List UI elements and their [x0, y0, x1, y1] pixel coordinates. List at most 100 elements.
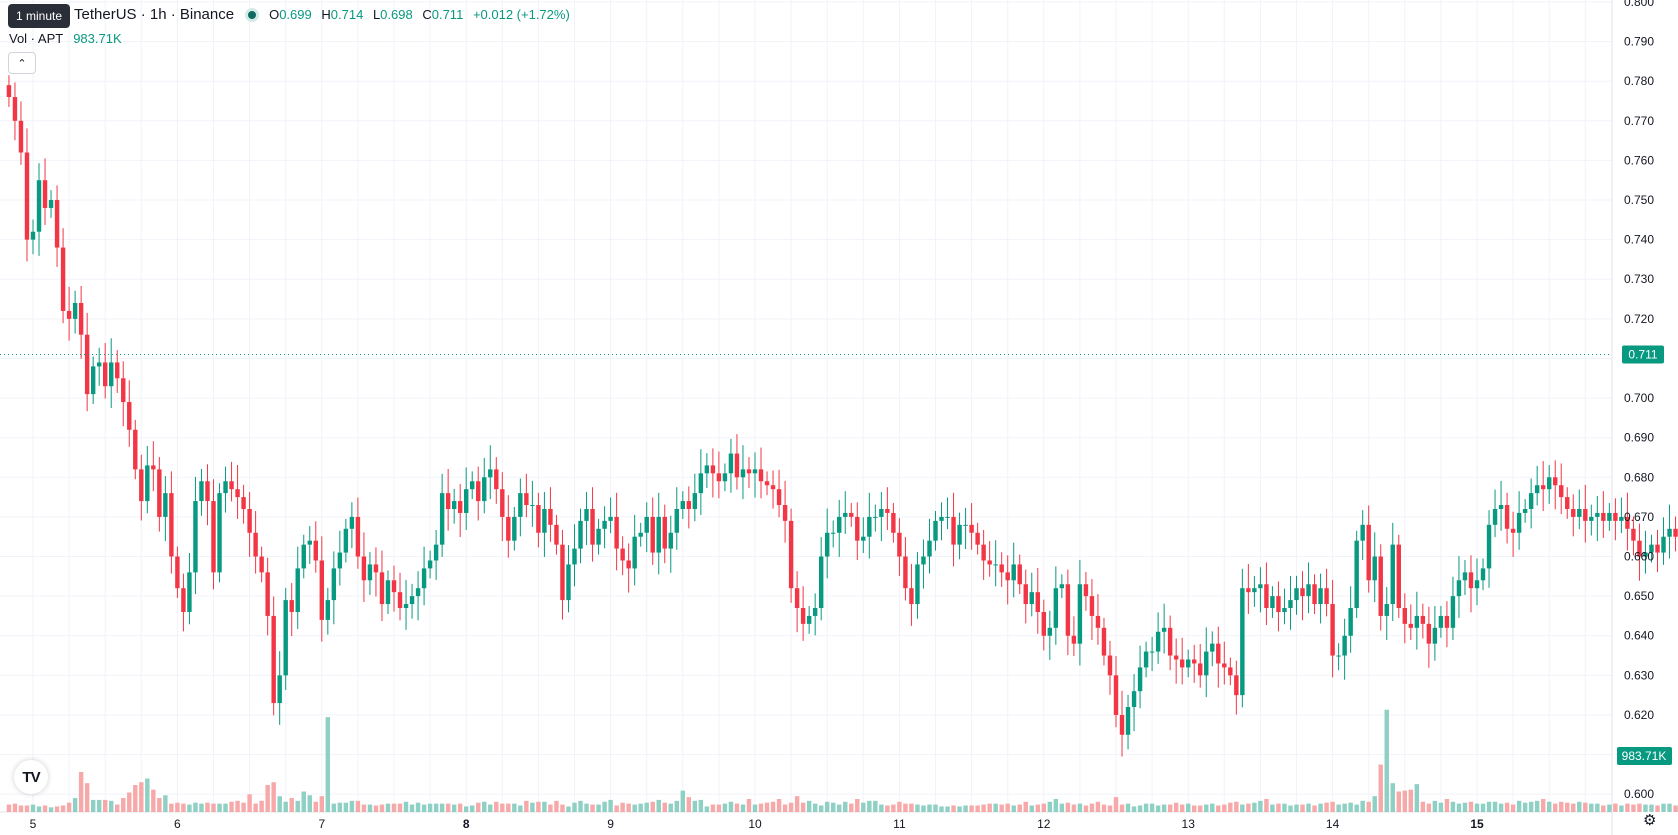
candle-body [247, 508, 252, 533]
candle [90, 356, 96, 405]
candle-body [1318, 588, 1323, 605]
volume-bar [72, 798, 78, 812]
candle [1179, 637, 1185, 685]
candle-body [518, 493, 523, 517]
volume-bar [421, 804, 427, 812]
candle-body [1625, 516, 1630, 529]
candle-body [6, 85, 12, 98]
candle [42, 158, 48, 225]
volume-bar [433, 803, 439, 812]
volume-bar [500, 803, 505, 812]
candle [349, 502, 355, 549]
volume-bar [722, 803, 728, 812]
candle-body [1589, 516, 1594, 521]
candle [277, 651, 282, 725]
candle [217, 483, 222, 583]
candle-body [1643, 552, 1648, 557]
candle-body [1607, 512, 1612, 521]
volume-bar [758, 803, 764, 812]
volume-bar [1522, 802, 1528, 812]
candle [1486, 510, 1492, 588]
volume-bar [139, 782, 144, 812]
candle [999, 552, 1004, 588]
volume-bar [30, 804, 36, 812]
candle-body [463, 489, 469, 513]
candle-body [536, 505, 541, 533]
candle-body [758, 469, 764, 482]
symbol-title[interactable]: TetherUS · 1h · Binance [74, 6, 235, 23]
candle-body [1498, 505, 1504, 509]
volume-bar [1553, 803, 1558, 812]
volume-bar [367, 804, 373, 812]
candle-body [638, 532, 643, 537]
candle-body [349, 516, 355, 529]
candle [800, 586, 806, 641]
volume-bar [463, 806, 469, 812]
candle [927, 518, 932, 574]
candle-body [1155, 631, 1161, 652]
candle [1228, 657, 1233, 686]
volume-bar [247, 794, 252, 812]
time-tick-label: 7 [318, 817, 325, 831]
gear-icon[interactable]: ⚙ [1643, 812, 1657, 829]
candle [542, 491, 547, 557]
tradingview-logo-icon[interactable]: TV [14, 760, 48, 794]
volume-bar [782, 804, 788, 812]
volume-bar [536, 801, 541, 812]
candle [1185, 649, 1191, 678]
volume-bar [199, 803, 204, 812]
price-axis[interactable]: 0.800 0.790 0.780 0.770 0.760 0.750 0.740 0.730… [1624, 0, 1654, 801]
volume-bar [861, 802, 866, 812]
candle [1294, 575, 1299, 615]
volume-bar [235, 800, 240, 812]
volume-bar [638, 803, 643, 812]
time-axis[interactable]: 5 6 7 8 9 10 11 12 13 14 15 [30, 817, 1484, 831]
volume-bar [1625, 803, 1630, 812]
volume-bar [289, 798, 294, 812]
volume-bar [1540, 798, 1546, 812]
candle-body [1276, 596, 1281, 612]
change-value: +0.012 (+1.72%) [472, 7, 570, 22]
candle [1510, 511, 1516, 557]
volume-bar [1546, 801, 1552, 812]
candle-body [409, 596, 415, 605]
volume-bar [1643, 804, 1648, 812]
volume-bar [1348, 802, 1353, 812]
volume-bar [668, 803, 673, 812]
candle [445, 468, 451, 531]
volume-bar [879, 804, 884, 812]
candle-body [187, 572, 192, 612]
volume-bar [163, 795, 168, 812]
volume-bar [476, 802, 481, 812]
candle-body [548, 508, 553, 525]
candle [331, 551, 337, 625]
volume-bar [680, 790, 686, 812]
volume-bar [1438, 802, 1444, 812]
symbol-legend[interactable]: TetherUS · 1h · Binance O0.699 H0.714 L0… [8, 6, 570, 23]
volume-bar [506, 803, 511, 812]
volume-bar [54, 806, 60, 812]
candle-body [397, 592, 403, 609]
time-tick-label: 8 [463, 817, 470, 831]
volume-bar [728, 801, 734, 812]
candle [758, 447, 764, 499]
volume-bar [1577, 801, 1582, 812]
candle [1270, 586, 1275, 618]
candle [903, 537, 908, 601]
candle-body [704, 465, 710, 474]
collapse-legend-button[interactable]: ⌃ [8, 52, 36, 74]
candle [1450, 576, 1456, 641]
candle-body [1294, 588, 1299, 601]
candle [921, 539, 926, 589]
volume-bar [427, 803, 433, 812]
volume-bar [1589, 803, 1594, 812]
volume-value: 983.71K [73, 31, 122, 46]
market-status-icon[interactable] [248, 10, 257, 19]
volume-bar [975, 805, 980, 812]
volume-bar [927, 804, 932, 812]
candle-body [1601, 512, 1606, 521]
candle-body [1432, 627, 1438, 644]
volume-legend[interactable]: Vol · APT 983.71K [9, 31, 122, 46]
volume-bar [1312, 805, 1317, 812]
